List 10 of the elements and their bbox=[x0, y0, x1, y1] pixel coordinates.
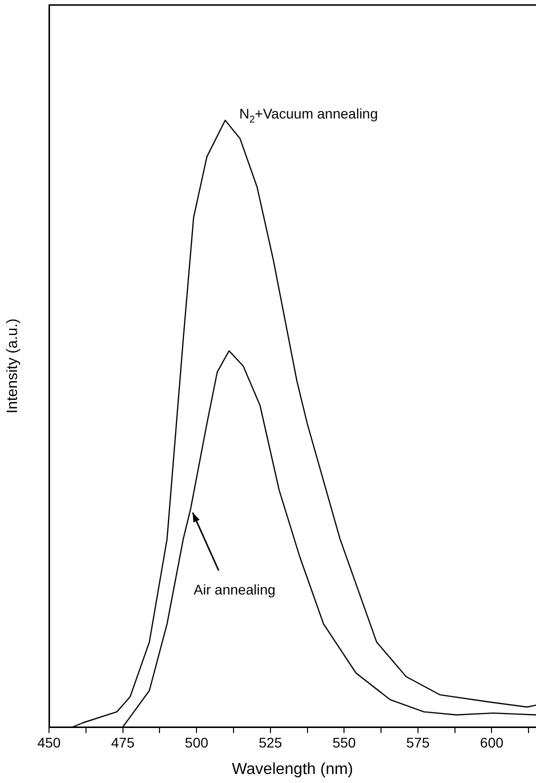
x-axis-title: Wavelength (nm) bbox=[232, 760, 354, 778]
x-tick-label: 475 bbox=[111, 734, 135, 750]
x-tick-label: 500 bbox=[184, 734, 208, 750]
series-label: Air annealing bbox=[194, 582, 276, 598]
x-tick-label: 450 bbox=[37, 734, 61, 750]
x-tick-label: 525 bbox=[258, 734, 282, 750]
y-axis-title: Intensity (a.u.) bbox=[4, 318, 22, 414]
x-tick-label: 600 bbox=[480, 734, 504, 750]
x-tick-label: 550 bbox=[332, 734, 356, 750]
x-tick-label: 575 bbox=[406, 734, 430, 750]
